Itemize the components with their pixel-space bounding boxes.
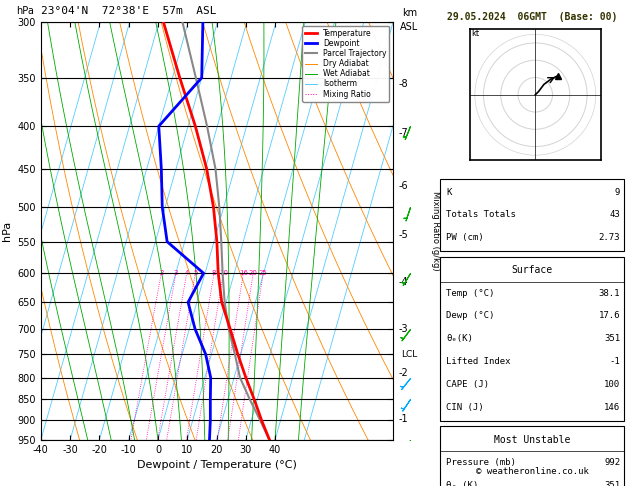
Text: kt: kt [471, 29, 479, 38]
Text: 2: 2 [159, 270, 164, 277]
Text: km: km [402, 8, 417, 17]
Legend: Temperature, Dewpoint, Parcel Trajectory, Dry Adiabat, Wet Adiabat, Isotherm, Mi: Temperature, Dewpoint, Parcel Trajectory… [302, 26, 389, 102]
Text: -6: -6 [399, 181, 408, 191]
Text: Surface: Surface [511, 265, 553, 275]
Text: 4: 4 [184, 270, 189, 277]
Text: -1: -1 [610, 357, 620, 366]
Y-axis label: hPa: hPa [2, 221, 12, 241]
Text: Lifted Index: Lifted Index [446, 357, 510, 366]
Text: hPa: hPa [16, 6, 34, 16]
Text: 8: 8 [212, 270, 216, 277]
Text: Totals Totals: Totals Totals [446, 210, 516, 219]
Text: 25: 25 [259, 270, 267, 277]
X-axis label: Dewpoint / Temperature (°C): Dewpoint / Temperature (°C) [137, 460, 297, 470]
Text: 16: 16 [239, 270, 248, 277]
Text: Temp (°C): Temp (°C) [446, 289, 494, 297]
Text: 10: 10 [219, 270, 228, 277]
Text: 146: 146 [604, 403, 620, 412]
Text: 43: 43 [610, 210, 620, 219]
Text: θₑ(K): θₑ(K) [446, 334, 473, 343]
Text: 17.6: 17.6 [599, 312, 620, 320]
Text: 23°04'N  72°38'E  57m  ASL: 23°04'N 72°38'E 57m ASL [41, 6, 216, 16]
Text: CAPE (J): CAPE (J) [446, 380, 489, 389]
Text: Dewp (°C): Dewp (°C) [446, 312, 494, 320]
Text: -2: -2 [398, 368, 408, 378]
Text: © weatheronline.co.uk: © weatheronline.co.uk [476, 468, 589, 476]
Text: -5: -5 [398, 230, 408, 240]
Text: PW (cm): PW (cm) [446, 233, 484, 242]
Text: ASL: ASL [400, 22, 419, 32]
Text: Most Unstable: Most Unstable [494, 434, 571, 445]
Text: LCL: LCL [401, 349, 418, 359]
Text: 9: 9 [615, 188, 620, 196]
Text: -8: -8 [399, 79, 408, 89]
Text: CIN (J): CIN (J) [446, 403, 484, 412]
Text: 3: 3 [174, 270, 178, 277]
Text: Pressure (mb): Pressure (mb) [446, 458, 516, 467]
Text: 351: 351 [604, 334, 620, 343]
Text: 992: 992 [604, 458, 620, 467]
Text: 38.1: 38.1 [599, 289, 620, 297]
Bar [440, 179, 624, 251]
Text: Mixing Ratio (g/kg): Mixing Ratio (g/kg) [431, 191, 440, 271]
Text: θₑ (K): θₑ (K) [446, 481, 478, 486]
Text: -1: -1 [399, 415, 408, 424]
Text: 29.05.2024  06GMT  (Base: 00): 29.05.2024 06GMT (Base: 00) [447, 12, 617, 22]
Text: K: K [446, 188, 451, 196]
Text: 2.73: 2.73 [599, 233, 620, 242]
Text: -7: -7 [398, 128, 408, 139]
Bar [440, 426, 624, 486]
Text: -4: -4 [399, 277, 408, 287]
Text: 100: 100 [604, 380, 620, 389]
Bar [440, 257, 624, 421]
Text: -3: -3 [399, 324, 408, 334]
Text: 351: 351 [604, 481, 620, 486]
Text: 5: 5 [193, 270, 198, 277]
Text: 20: 20 [248, 270, 258, 277]
